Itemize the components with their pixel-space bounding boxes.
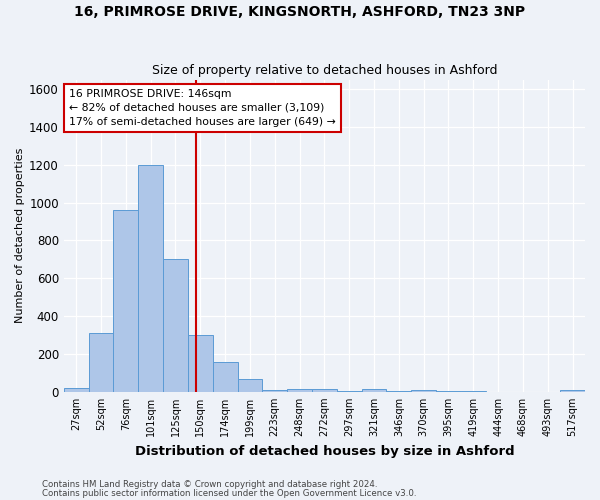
Bar <box>64 388 89 392</box>
Bar <box>212 362 238 392</box>
Y-axis label: Number of detached properties: Number of detached properties <box>15 148 25 324</box>
Bar <box>163 260 188 392</box>
Text: 16 PRIMROSE DRIVE: 146sqm
← 82% of detached houses are smaller (3,109)
17% of se: 16 PRIMROSE DRIVE: 146sqm ← 82% of detac… <box>69 89 336 127</box>
Bar <box>362 389 386 392</box>
Text: Contains HM Land Registry data © Crown copyright and database right 2024.: Contains HM Land Registry data © Crown c… <box>42 480 377 489</box>
Bar <box>386 391 411 392</box>
Bar <box>411 390 436 392</box>
Bar <box>461 391 486 392</box>
Bar <box>337 391 362 392</box>
Title: Size of property relative to detached houses in Ashford: Size of property relative to detached ho… <box>152 64 497 77</box>
Text: Contains public sector information licensed under the Open Government Licence v3: Contains public sector information licen… <box>42 489 416 498</box>
Bar <box>138 164 163 392</box>
Bar <box>89 333 113 392</box>
X-axis label: Distribution of detached houses by size in Ashford: Distribution of detached houses by size … <box>134 444 514 458</box>
Text: 16, PRIMROSE DRIVE, KINGSNORTH, ASHFORD, TN23 3NP: 16, PRIMROSE DRIVE, KINGSNORTH, ASHFORD,… <box>74 5 526 19</box>
Bar <box>238 378 262 392</box>
Bar <box>188 335 212 392</box>
Bar <box>113 210 138 392</box>
Bar <box>560 390 585 392</box>
Bar <box>287 389 312 392</box>
Bar <box>262 390 287 392</box>
Bar <box>436 391 461 392</box>
Bar <box>312 389 337 392</box>
